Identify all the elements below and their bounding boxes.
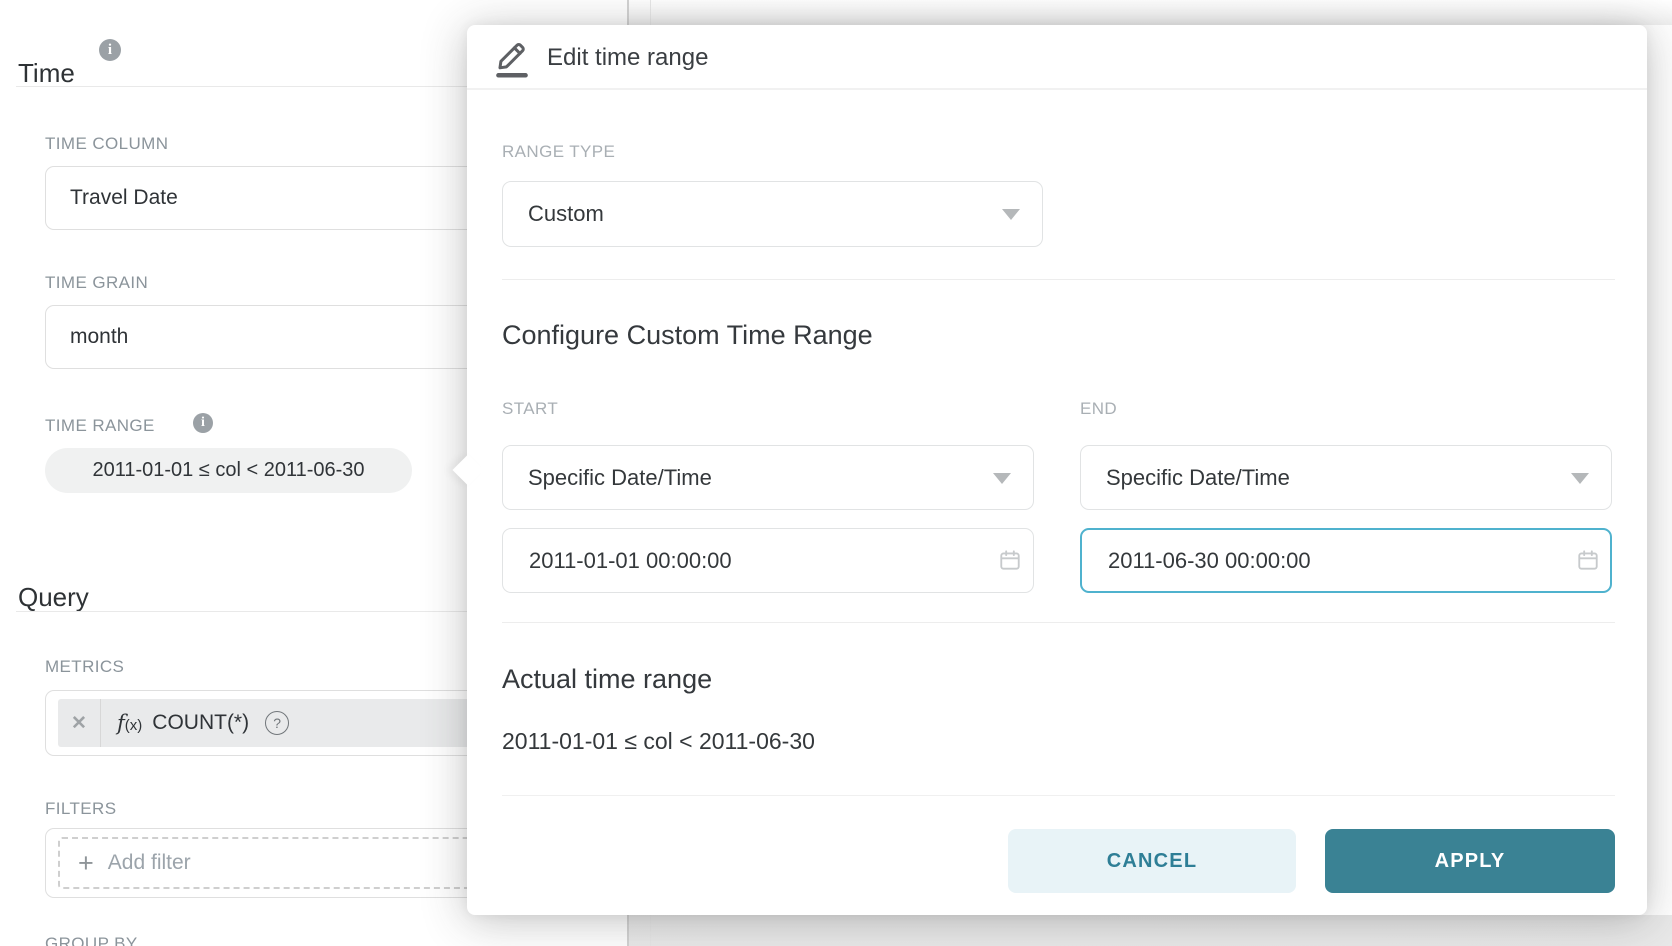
end-mode-select[interactable]: Specific Date/Time (1080, 445, 1612, 510)
time-section-divider (16, 86, 612, 87)
time-info-icon[interactable]: i (99, 39, 121, 61)
metric-help-icon[interactable]: ? (265, 711, 290, 735)
range-type-label: RANGE TYPE (502, 142, 616, 161)
apply-button[interactable]: APPLY (1325, 829, 1615, 893)
footer-divider (502, 795, 1615, 796)
chevron-down-icon (1002, 209, 1020, 220)
start-date-input[interactable] (502, 528, 1034, 593)
fx-f: f (117, 711, 125, 735)
actual-range-value: 2011-01-01 ≤ col < 2011-06-30 (502, 728, 815, 754)
time-grain-label: TIME GRAIN (45, 273, 149, 292)
chevron-down-icon (1571, 472, 1589, 484)
end-label: END (1080, 399, 1118, 418)
query-section-divider (16, 611, 612, 612)
metric-remove-icon[interactable]: ✕ (71, 712, 87, 734)
popover-header: Edit time range (467, 25, 1647, 90)
add-filter-label: Add filter (107, 851, 191, 874)
fx-args: (x) (124, 717, 143, 734)
metric-name: COUNT(*) (152, 711, 250, 734)
time-column-value: Travel Date (70, 186, 178, 209)
filters-label: FILTERS (45, 799, 117, 818)
end-date-input[interactable] (1080, 528, 1612, 593)
range-type-divider (502, 279, 1615, 280)
start-label: START (502, 399, 559, 418)
query-section-title: Query (18, 581, 89, 612)
time-range-pill-value: 2011-01-01 ≤ col < 2011-06-30 (92, 459, 365, 481)
chevron-down-icon (993, 472, 1011, 484)
function-icon: f(x) (117, 711, 142, 735)
time-grain-value: month (70, 325, 129, 348)
time-range-label: TIME RANGE (45, 416, 155, 435)
range-type-value: Custom (528, 201, 604, 226)
group-by-label: GROUP BY (45, 934, 138, 946)
popover-title: Edit time range (547, 44, 709, 71)
configure-section-divider (502, 622, 1615, 623)
metrics-label: METRICS (45, 657, 125, 676)
start-mode-value: Specific Date/Time (528, 464, 712, 490)
plus-icon: + (78, 847, 94, 878)
time-range-pill[interactable]: 2011-01-01 ≤ col < 2011-06-30 (45, 448, 412, 493)
time-column-label: TIME COLUMN (45, 134, 169, 153)
time-range-info-icon[interactable]: i (193, 413, 213, 433)
actual-range-heading: Actual time range (502, 664, 713, 694)
end-mode-value: Specific Date/Time (1106, 464, 1290, 490)
time-section-title: Time (18, 57, 75, 88)
configure-heading: Configure Custom Time Range (502, 320, 873, 350)
calendar-icon[interactable] (1576, 548, 1600, 572)
range-type-select[interactable]: Custom (502, 181, 1043, 247)
edit-time-range-popover: Edit time range RANGE TYPE Custom Config… (452, 25, 1647, 915)
edit-pencil-icon (496, 43, 528, 78)
start-mode-select[interactable]: Specific Date/Time (502, 445, 1034, 510)
cancel-button[interactable]: CANCEL (1008, 829, 1296, 893)
calendar-icon[interactable] (998, 548, 1022, 572)
chip-separator (100, 699, 101, 747)
